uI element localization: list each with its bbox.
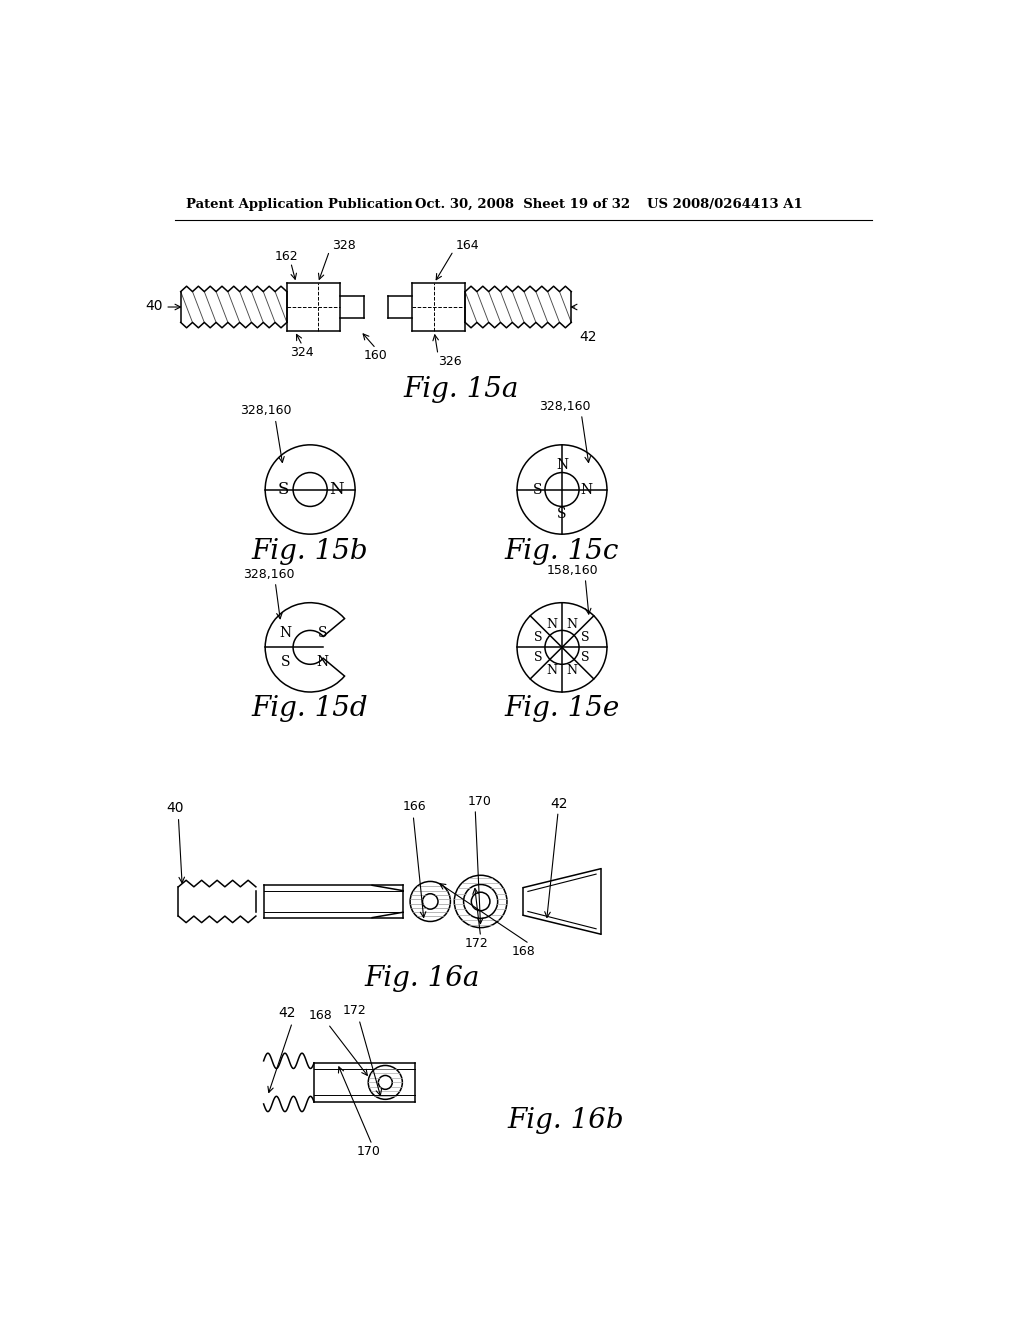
Text: 328: 328 <box>332 239 355 252</box>
Text: N: N <box>556 458 568 471</box>
Text: 326: 326 <box>438 355 462 368</box>
Text: N: N <box>566 664 578 677</box>
Text: 166: 166 <box>403 800 427 813</box>
Text: S: S <box>582 651 590 664</box>
Text: 168: 168 <box>511 945 536 958</box>
Text: S: S <box>535 631 543 644</box>
Text: 170: 170 <box>356 1146 380 1158</box>
Text: N: N <box>547 618 558 631</box>
Text: Patent Application Publication: Patent Application Publication <box>186 198 413 211</box>
Text: Fig. 15d: Fig. 15d <box>252 696 369 722</box>
Text: N: N <box>329 480 344 498</box>
Text: 172: 172 <box>465 937 488 950</box>
Text: Fig. 16a: Fig. 16a <box>365 965 480 991</box>
Text: Fig. 15a: Fig. 15a <box>403 376 519 403</box>
Text: Fig. 15c: Fig. 15c <box>505 537 620 565</box>
Text: Fig. 15b: Fig. 15b <box>252 537 369 565</box>
Text: 158,160: 158,160 <box>547 564 598 577</box>
Text: 160: 160 <box>365 348 388 362</box>
Text: S: S <box>535 651 543 664</box>
Text: 42: 42 <box>579 330 597 345</box>
Text: S: S <box>532 483 542 496</box>
Text: 162: 162 <box>275 251 299 264</box>
Text: 168: 168 <box>308 1008 332 1022</box>
Text: 164: 164 <box>456 239 479 252</box>
Text: US 2008/0264413 A1: US 2008/0264413 A1 <box>647 198 803 211</box>
Text: 42: 42 <box>550 797 568 810</box>
Text: N: N <box>547 664 558 677</box>
Text: N: N <box>280 626 292 640</box>
Text: Fig. 16b: Fig. 16b <box>508 1107 625 1134</box>
Text: S: S <box>317 626 328 640</box>
Text: 328,160: 328,160 <box>243 568 294 581</box>
Text: 40: 40 <box>145 300 163 313</box>
Text: Fig. 15e: Fig. 15e <box>505 696 620 722</box>
Text: 324: 324 <box>291 346 314 359</box>
Text: 172: 172 <box>342 1005 367 1018</box>
Text: Oct. 30, 2008  Sheet 19 of 32: Oct. 30, 2008 Sheet 19 of 32 <box>415 198 630 211</box>
Text: S: S <box>582 631 590 644</box>
Text: N: N <box>566 618 578 631</box>
Text: 170: 170 <box>467 795 492 808</box>
Text: N: N <box>581 483 593 496</box>
Text: 42: 42 <box>279 1006 296 1020</box>
Text: 328,160: 328,160 <box>539 400 590 413</box>
Text: 328,160: 328,160 <box>241 404 292 417</box>
Text: 40: 40 <box>167 800 184 814</box>
Text: S: S <box>281 655 290 669</box>
Text: S: S <box>557 507 566 521</box>
Text: S: S <box>279 480 290 498</box>
Text: N: N <box>316 655 329 669</box>
